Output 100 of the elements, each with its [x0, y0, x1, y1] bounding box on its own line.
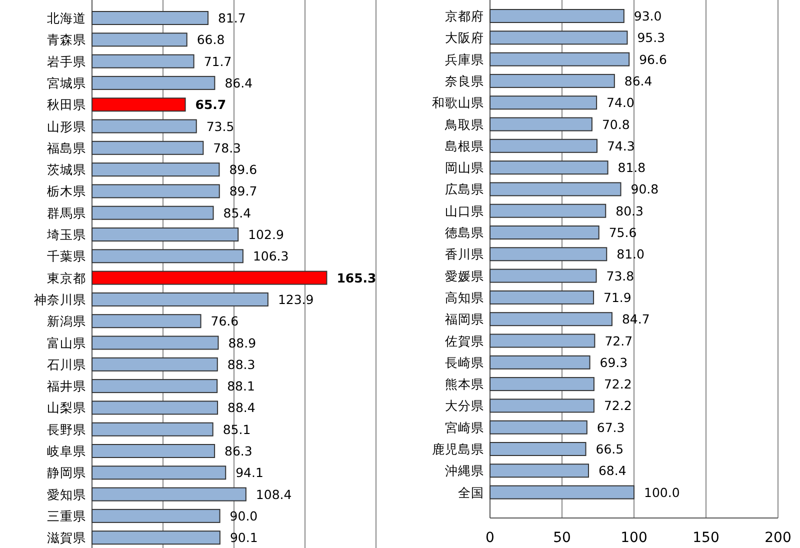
y-tick-label: 全国: [458, 484, 484, 500]
y-tick-label: 山口県: [445, 203, 484, 218]
data-label: 68.4: [598, 463, 626, 478]
x-tick-label: 50: [553, 530, 571, 546]
y-tick-label: 山梨県: [47, 400, 86, 416]
data-label: 86.3: [224, 444, 252, 458]
bar: [490, 52, 630, 66]
bar: [490, 312, 612, 326]
y-tick-label: 岡山県: [445, 160, 484, 176]
y-tick-label: 鳥取県: [444, 116, 484, 132]
data-label: 90.1: [230, 530, 258, 546]
y-tick-label: 大分県: [445, 398, 484, 414]
data-label: 71.9: [604, 290, 632, 305]
y-tick-label: 埼玉県: [46, 227, 86, 242]
y-tick-label: 島根県: [445, 138, 484, 154]
bar: [92, 292, 268, 306]
data-label: 72.2: [604, 398, 632, 414]
bar: [92, 357, 218, 372]
data-label: 66.5: [596, 442, 624, 456]
data-label: 75.6: [608, 225, 637, 240]
data-label: 106.3: [252, 248, 289, 264]
y-tick-label: 愛知県: [47, 486, 86, 502]
bar: [490, 485, 634, 500]
data-label: 78.3: [213, 140, 242, 156]
bar: [490, 204, 606, 218]
y-tick-label: 東京都: [47, 270, 86, 286]
bar: [92, 530, 220, 545]
data-label: 67.3: [596, 420, 625, 435]
y-tick-label: 和歌山県: [432, 95, 484, 110]
y-tick-label: 熊本県: [445, 376, 484, 392]
y-tick-label: 愛媛県: [445, 268, 484, 284]
y-tick-label: 滋賀県: [47, 530, 86, 546]
data-label: 85.4: [223, 205, 252, 220]
bar: [92, 249, 244, 264]
data-label: 72.2: [604, 376, 632, 392]
y-tick-label: 宮城県: [47, 75, 86, 90]
data-label: 165.3: [336, 270, 376, 286]
bar: [92, 466, 226, 480]
data-label: 70.8: [602, 116, 630, 132]
y-tick-label: 長野県: [47, 422, 86, 437]
bar: [92, 184, 220, 198]
y-tick-label: 新潟県: [47, 314, 86, 329]
y-tick-label: 京都府: [445, 8, 484, 24]
data-label: 89.6: [229, 162, 258, 178]
bar: [92, 379, 218, 394]
data-label: 80.3: [616, 203, 644, 218]
y-tick-label: 岩手県: [47, 54, 86, 69]
data-label: 74.3: [606, 138, 635, 154]
data-label: 102.9: [248, 227, 284, 242]
bar: [490, 74, 615, 88]
y-tick-label: 兵庫県: [445, 52, 484, 67]
data-label: 88.3: [227, 356, 256, 372]
data-label: 81.8: [618, 160, 646, 176]
x-tick-label: 150: [692, 530, 720, 546]
y-tick-label: 北海道: [47, 10, 86, 26]
y-tick-label: 岐阜県: [47, 444, 86, 458]
bar: [92, 228, 239, 242]
data-label: 81.0: [616, 246, 645, 262]
y-tick-label: 徳島県: [445, 225, 484, 240]
bar: [92, 422, 214, 436]
data-label: 81.7: [218, 10, 246, 26]
y-tick-label: 福島県: [47, 140, 86, 156]
y-tick-label: 青森県: [47, 32, 86, 48]
y-tick-label: 石川県: [47, 356, 86, 372]
bar: [92, 508, 220, 523]
bar: [92, 140, 204, 155]
bar: [490, 247, 608, 262]
bar: [92, 336, 219, 350]
bar: [490, 464, 589, 478]
bar: [490, 30, 628, 45]
data-label: 86.4: [224, 75, 253, 90]
y-tick-label: 茨城県: [47, 162, 86, 178]
data-label: 73.8: [606, 268, 634, 284]
data-label: 90.0: [230, 508, 258, 524]
y-tick-label: 佐賀県: [445, 333, 484, 348]
bar: [92, 11, 209, 25]
bar: [92, 444, 216, 458]
bar: [490, 398, 594, 413]
y-tick-label: 福岡県: [445, 312, 484, 327]
y-tick-label: 神奈川県: [34, 292, 86, 307]
y-tick-label: 秋田県: [47, 97, 86, 112]
data-label: 73.5: [206, 118, 234, 134]
bar: [490, 117, 592, 132]
y-tick-label: 大阪府: [445, 30, 484, 46]
y-tick-label: 富山県: [47, 335, 86, 350]
bar: [490, 160, 608, 175]
x-tick-label: 100: [620, 530, 648, 546]
y-tick-label: 静岡県: [47, 465, 86, 480]
bar: [92, 119, 197, 134]
y-tick-label: 群馬県: [47, 205, 86, 220]
data-label: 100.0: [644, 484, 680, 500]
data-label: 85.1: [222, 422, 251, 437]
data-label: 88.4: [228, 400, 256, 416]
bar: [490, 355, 590, 370]
y-tick-label: 千葉県: [47, 248, 86, 264]
bar: [490, 420, 588, 434]
data-label: 69.3: [600, 354, 628, 370]
bar: [490, 442, 586, 456]
y-tick-label: 奈良県: [445, 73, 484, 88]
data-label: 76.6: [210, 314, 239, 329]
